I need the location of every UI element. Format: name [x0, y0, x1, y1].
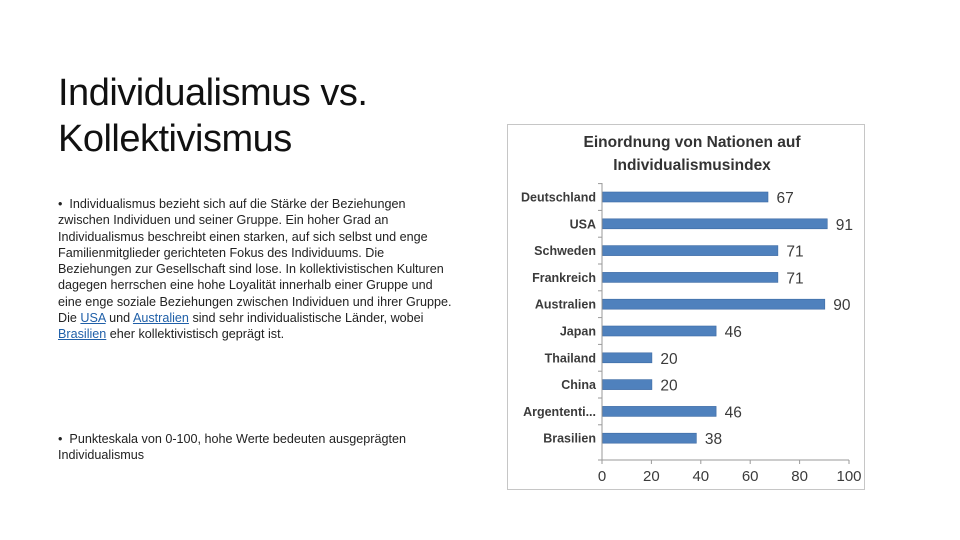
bar-brasilien — [602, 432, 697, 444]
chart-title-line2: Individualismusindex — [613, 157, 771, 174]
bar-usa — [602, 218, 828, 230]
value-label: 46 — [725, 404, 742, 421]
link-australien[interactable]: Australien — [132, 311, 189, 326]
category-label: Schweden — [534, 244, 596, 258]
chart-frame: Einordnung von Nationen auf Individualis… — [507, 124, 865, 490]
value-label: 90 — [833, 297, 851, 314]
value-label: 20 — [660, 351, 678, 368]
category-label: Australien — [535, 298, 596, 312]
category-label: Argententi... — [523, 405, 596, 419]
labels-layer: Deutschland 67 USA 91 Schweden 71 Frankreich 71… — [521, 190, 853, 448]
slide-title-line2: Kollektivismus — [58, 118, 292, 160]
individualism-bar-chart: Einordnung von Nationen auf Individualis… — [521, 134, 862, 485]
value-label: 71 — [786, 270, 803, 287]
x-tick-label: 40 — [692, 468, 709, 485]
bar-australien — [602, 298, 826, 310]
x-tick-label: 80 — [791, 468, 808, 485]
slide-title: Individualismus vs. Kollektivismus — [58, 70, 478, 162]
category-label: China — [561, 378, 597, 392]
chart-title-line1: Einordnung von Nationen auf — [584, 134, 802, 151]
bar-schweden — [602, 245, 779, 256]
paragraph-text: Punkteskala von 0-100, hohe Werte bedeut… — [58, 432, 406, 463]
bar-frankreich — [602, 272, 779, 283]
bar-argententi — [602, 406, 717, 417]
paragraph-text: Individualismus bezieht sich auf die Stä… — [58, 197, 452, 326]
bar-thailand — [602, 352, 653, 364]
bullet-paragraph-2: • Punkteskala von 0-100, hohe Werte bede… — [58, 431, 456, 464]
bar-china — [602, 379, 653, 390]
x-tick-label: 100 — [836, 468, 861, 485]
value-label: 71 — [786, 244, 803, 261]
bullet-paragraph-1: • Individualismus bezieht sich auf die S… — [58, 196, 456, 343]
value-label: 20 — [660, 378, 678, 395]
slide-title-line1: Individualismus vs. — [58, 72, 368, 114]
category-label: Frankreich — [532, 271, 596, 285]
category-label: USA — [570, 217, 596, 231]
category-label: Brasilien — [543, 432, 596, 446]
axis-layer: 0 20 40 60 80 100 — [598, 183, 862, 485]
link-usa[interactable]: USA — [80, 311, 106, 326]
category-label: Thailand — [545, 351, 596, 365]
category-label: Deutschland — [521, 191, 596, 205]
bars-layer — [602, 191, 828, 444]
value-label: 67 — [776, 190, 793, 207]
link-brasilien[interactable]: Brasilien — [58, 327, 107, 342]
paragraph-text: eher kollektivistisch geprägt ist. — [106, 327, 285, 342]
paragraph-text: sind sehr individualistische Länder, wob… — [188, 311, 424, 326]
bar-deutschland — [602, 191, 769, 203]
x-tick-label: 0 — [598, 468, 606, 485]
x-tick-label: 20 — [643, 468, 660, 485]
bullet-marker: • — [58, 432, 63, 446]
value-label: 91 — [836, 217, 853, 234]
bar-japan — [602, 325, 717, 337]
bullet-marker: • — [58, 197, 63, 211]
x-tick-label: 60 — [742, 468, 759, 485]
value-label: 46 — [725, 324, 742, 341]
category-label: Japan — [560, 325, 596, 339]
paragraph-text: und — [105, 311, 133, 326]
value-label: 38 — [705, 431, 722, 448]
